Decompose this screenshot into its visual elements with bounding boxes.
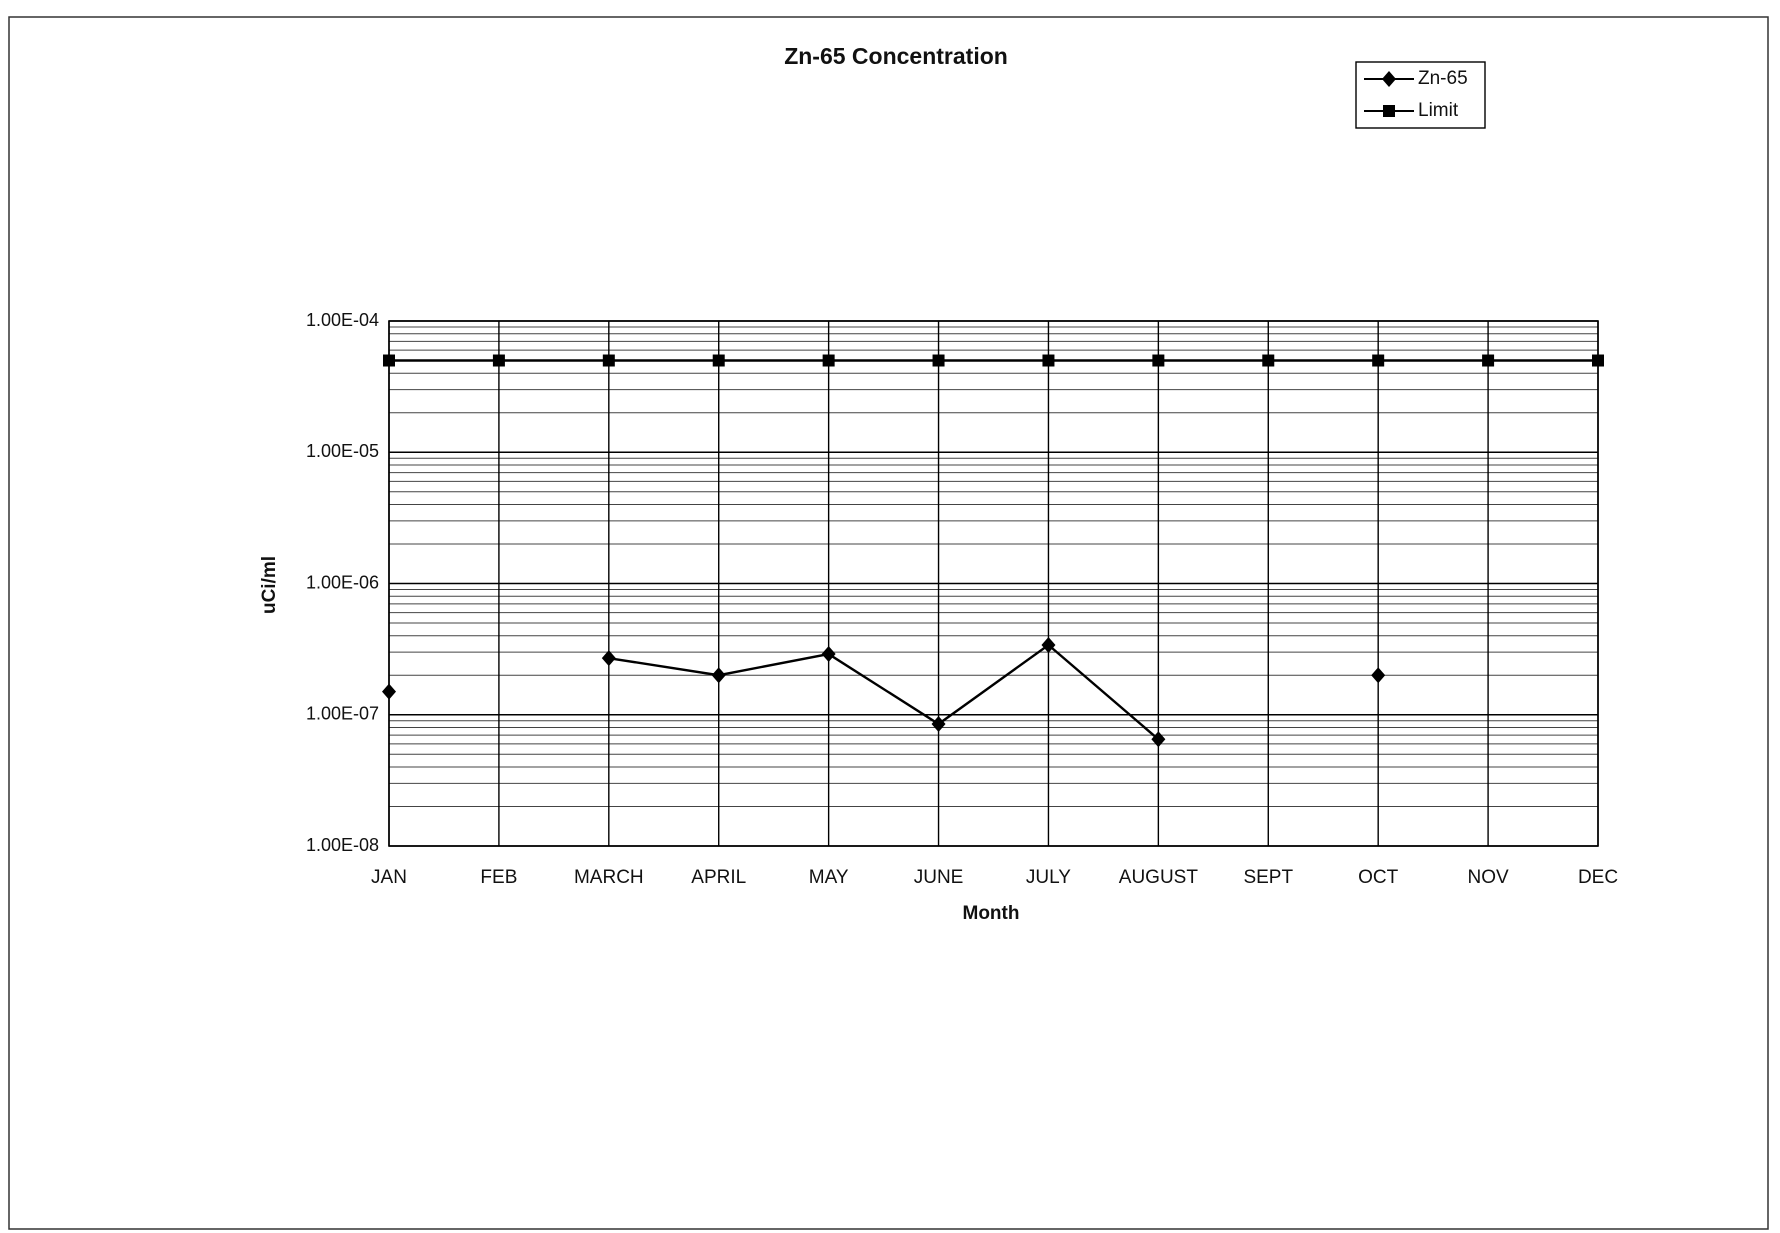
legend-marker [1382,71,1396,87]
chart-title: Zn-65 Concentration [784,43,1008,69]
point [1372,354,1385,367]
y-tick-label: 1.00E-04 [306,310,379,330]
point [1151,731,1166,748]
point [1371,667,1386,684]
legend-box [1355,61,1486,129]
x-axis-label: Month [963,903,1020,924]
x-tick-label: JAN [371,867,407,888]
point [602,354,615,367]
point [1482,354,1495,367]
point [712,354,725,367]
point [931,716,946,733]
point [382,683,396,700]
x-tick-label: MAY [809,867,849,888]
point [821,646,836,663]
point [1041,636,1056,653]
x-tick-label: AUGUST [1119,867,1199,888]
x-tick-label: NOV [1467,867,1509,888]
legend-label: Limit [1418,100,1459,121]
point [822,354,835,367]
y-tick-label: 1.00E-05 [306,441,379,461]
x-tick-label: JULY [1026,867,1071,888]
point [492,354,505,367]
page-border [8,16,1769,1230]
legend-label: Zn-65 [1418,68,1468,89]
plot-frame [388,320,1599,847]
point [601,650,616,667]
point [1042,354,1055,367]
x-tick-label: FEB [480,867,517,888]
legend-marker [1383,105,1395,117]
y-tick-label: 1.00E-07 [306,704,379,724]
x-tick-label: OCT [1358,867,1399,888]
point [1152,354,1165,367]
x-tick-label: SEPT [1243,867,1293,888]
x-tick-label: APRIL [691,867,746,888]
y-tick-label: 1.00E-06 [306,572,379,592]
point [383,354,395,367]
y-tick-label: 1.00E-08 [306,835,379,855]
y-axis-label: uCi/ml [259,556,280,614]
point [1592,354,1604,367]
x-tick-label: MARCH [574,867,644,888]
x-tick-label: DEC [1578,867,1618,888]
series-line [609,645,1378,739]
point [1262,354,1275,367]
point [932,354,945,367]
point [711,667,726,684]
x-tick-label: JUNE [914,867,964,888]
